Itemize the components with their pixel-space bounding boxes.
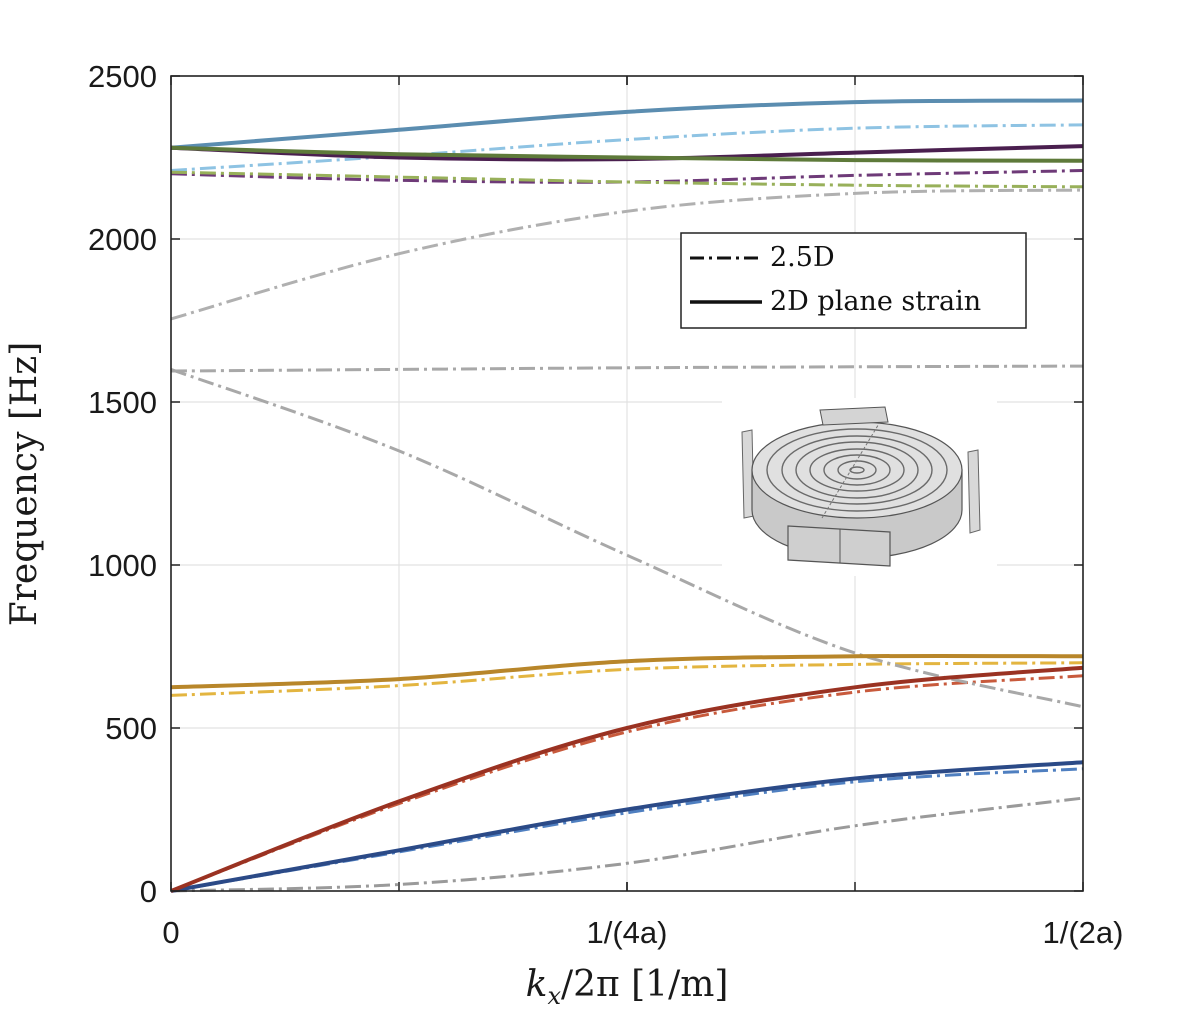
x-tick-label: 1/(2a) [1043, 915, 1124, 950]
y-tick-label: 1500 [88, 385, 157, 420]
x-tick-label: 1/(4a) [587, 915, 668, 950]
y-tick-label: 2500 [88, 59, 157, 94]
legend-label-2d-plane-strain: 2D plane strain [770, 286, 981, 317]
series-line-band-1-2d [170, 760, 1084, 893]
legend: 2.5D 2D plane strain [680, 232, 1027, 329]
series-line-band-3-25d [170, 661, 1084, 697]
series-line-band-10-2d [170, 145, 1084, 163]
series-line-band-10-25d [170, 170, 1084, 189]
series-line-band-8-25d [170, 123, 1084, 172]
series-line-band-3-2d [170, 653, 1084, 690]
unit-cell-inset-image [722, 398, 997, 576]
series-layer [170, 98, 1084, 893]
series-line-band-7-25d [170, 188, 1084, 321]
legend-box [680, 232, 1027, 329]
x-tick-label: 0 [162, 915, 179, 950]
series-line-band-8-2d [170, 98, 1084, 150]
series-line-band-2-2d [170, 665, 1084, 893]
y-tick-label: 1000 [88, 548, 157, 583]
series-line-band-6-25d [170, 364, 1084, 373]
y-tick-label: 500 [105, 711, 157, 746]
legend-label-2-5d: 2.5D [770, 242, 835, 273]
y-tick-label: 2000 [88, 222, 157, 257]
x-axis-title: kx/2π [1/m] [526, 964, 729, 1010]
y-axis-title: Frequency [Hz] [4, 342, 45, 627]
series-line-band-5-25d [170, 367, 1084, 709]
series-line-band-4-25d [170, 796, 1084, 893]
axis-ticks: 0 500 1000 1500 2000 2500 0 1/(4a) 1/(2a) [88, 59, 1123, 950]
y-tick-label: 0 [140, 874, 157, 909]
